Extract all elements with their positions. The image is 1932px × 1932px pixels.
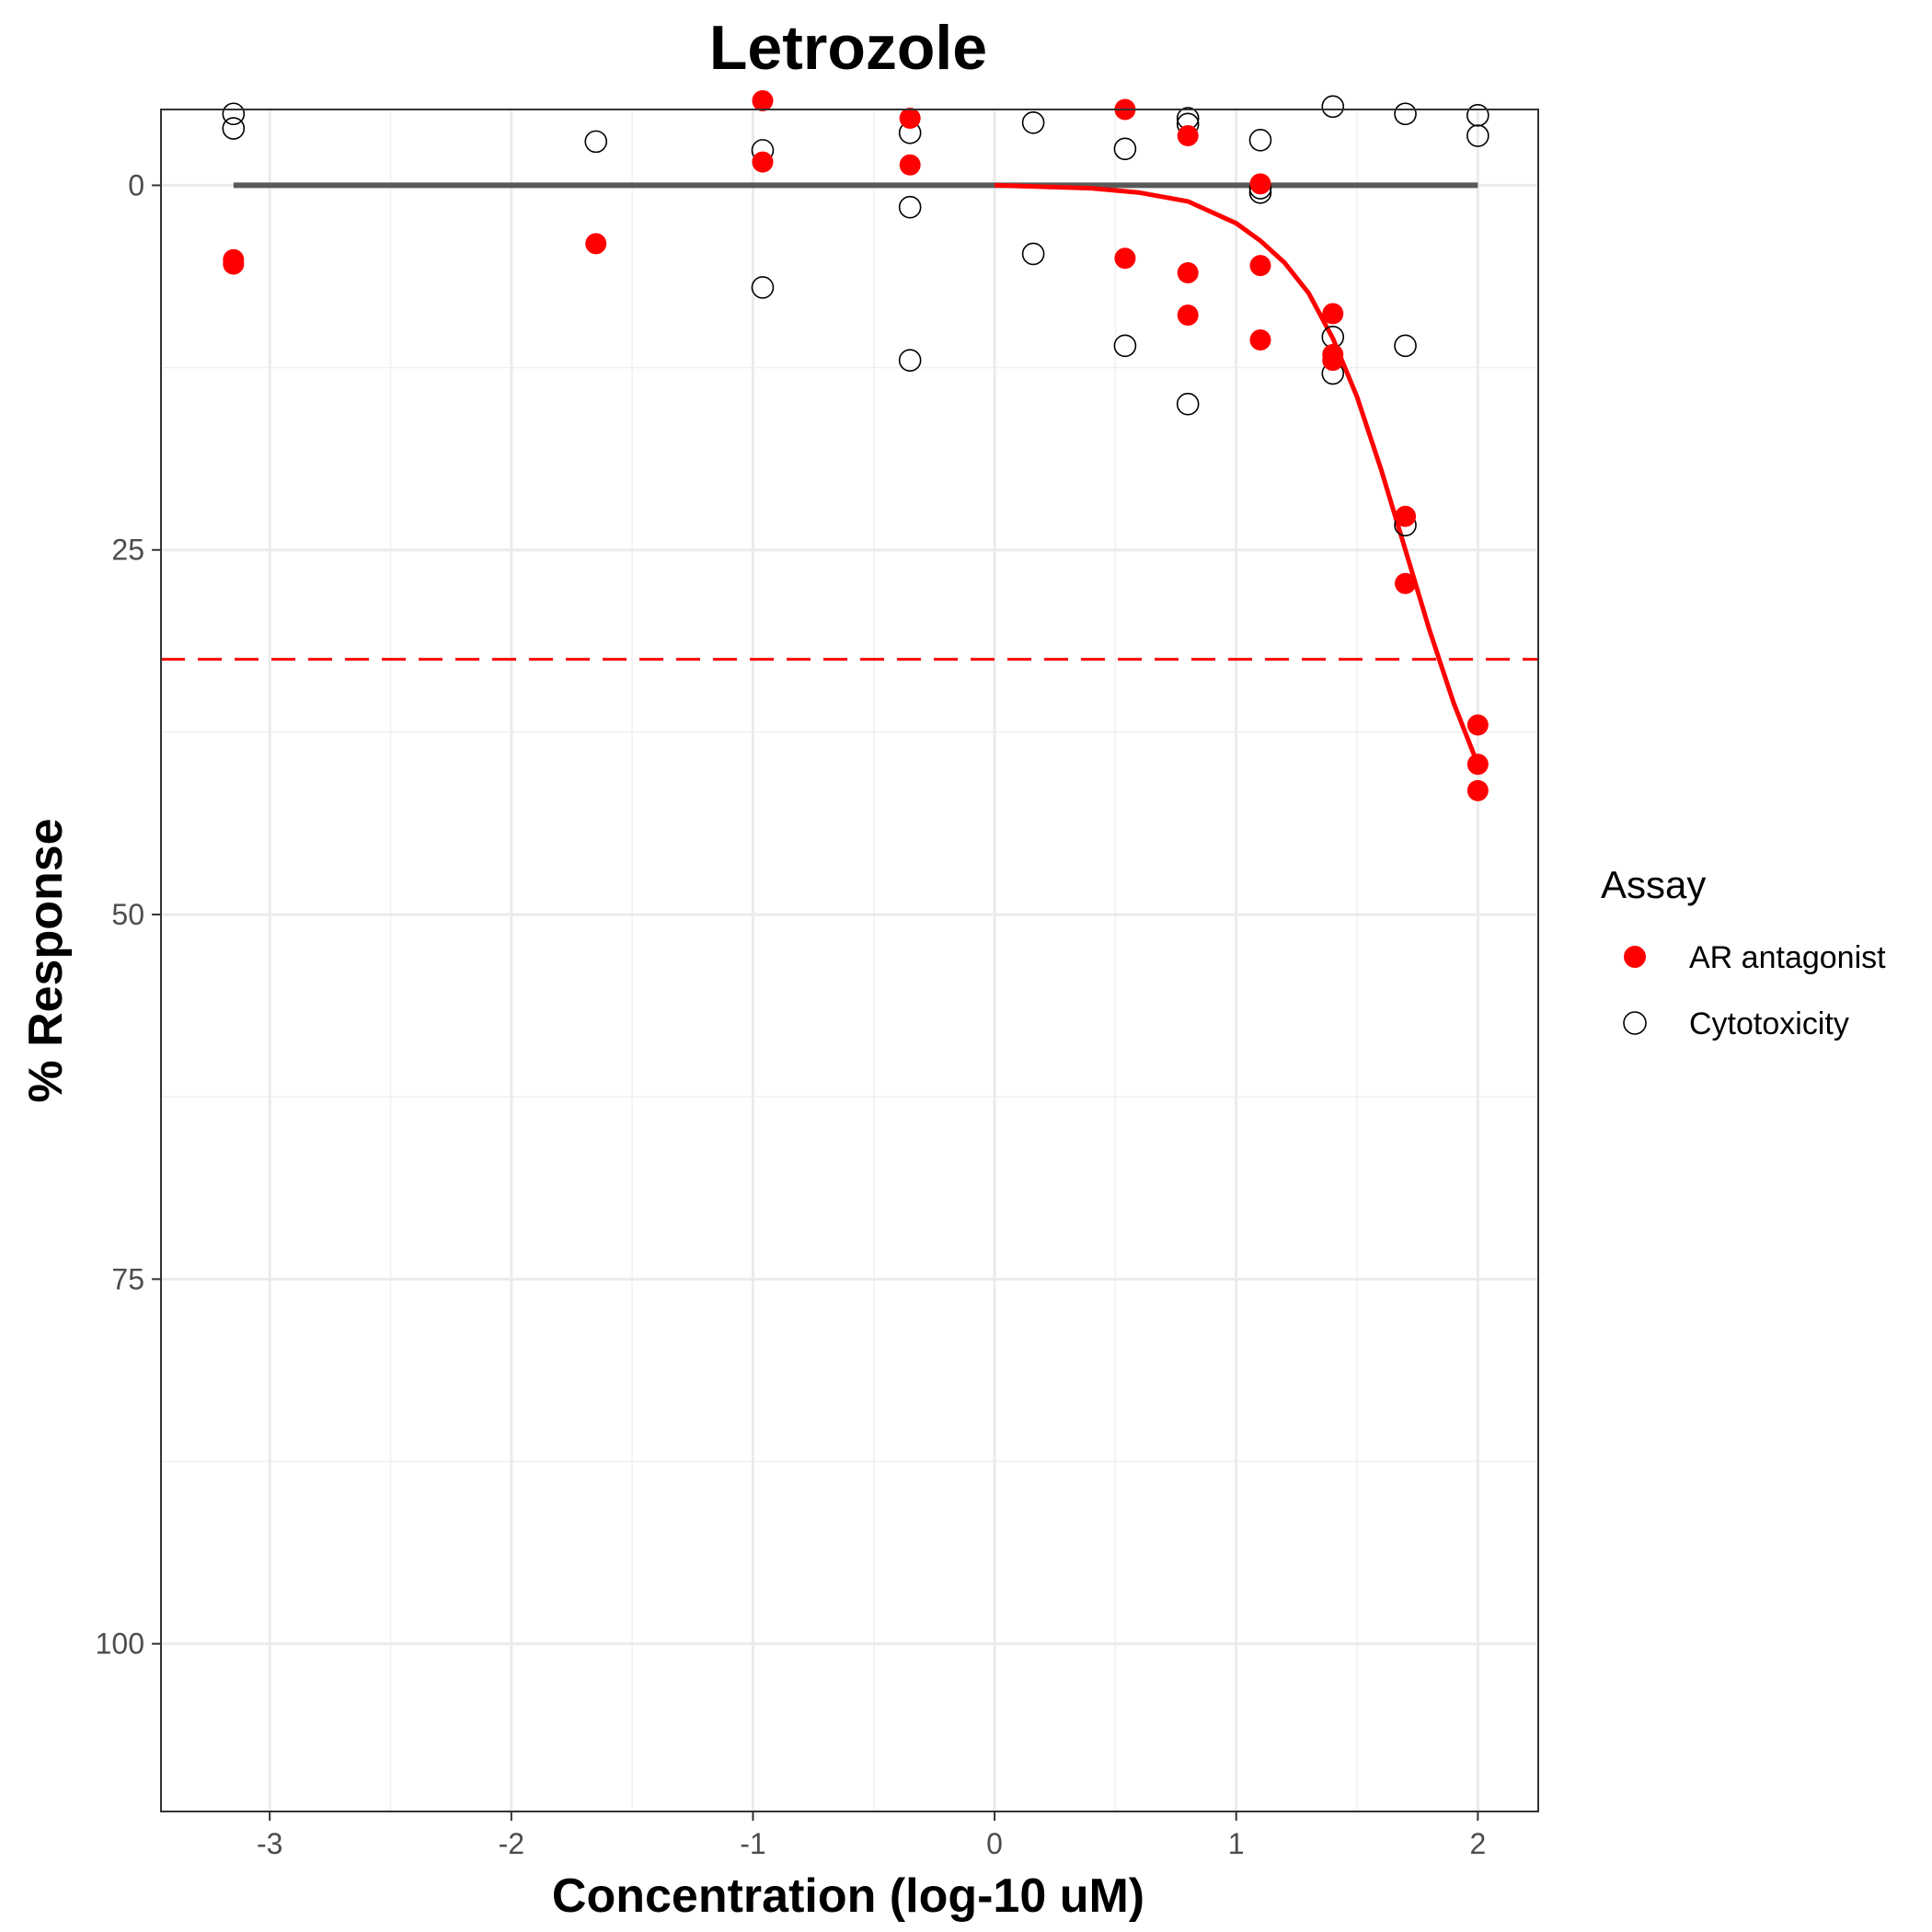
cytotoxicity-point [1394, 102, 1417, 126]
data-points [222, 89, 1489, 801]
chart-title: Letrozole [709, 13, 987, 83]
fit-curve-group [995, 182, 1480, 765]
ar-antagonist-point [1322, 303, 1344, 325]
ar-antagonist-point [1177, 125, 1199, 147]
y-tick-label: 25 [111, 534, 144, 567]
ar-antagonist-point [1177, 305, 1199, 327]
legend: Assay AR antagonist Cytotoxicity [1601, 863, 1886, 1041]
ar-antagonist-point [1177, 262, 1199, 284]
y-tick-label: 0 [128, 168, 144, 201]
cytotoxicity-point [1466, 124, 1489, 147]
legend-cytotoxicity-marker [1623, 1011, 1647, 1035]
cytotoxicity-point [1466, 104, 1489, 127]
legend-cytotoxicity-label: Cytotoxicity [1689, 1006, 1849, 1041]
cytotoxicity-point [584, 130, 608, 154]
ar-antagonist-point [1395, 505, 1417, 527]
x-tick-label: 2 [1469, 1827, 1486, 1860]
ar-antagonist-point [752, 89, 774, 111]
y-tick-label: 50 [111, 898, 144, 931]
cytotoxicity-point [1394, 334, 1417, 358]
x-axis-ticks: -3 -2 -1 0 1 2 [257, 1811, 1486, 1860]
cytotoxicity-point [1021, 110, 1045, 134]
x-tick-label: -3 [257, 1827, 282, 1860]
ar-antagonist-point [1466, 753, 1489, 776]
y-tick-label: 100 [96, 1627, 144, 1661]
x-axis-title: Concentration (log-10 uM) [552, 1869, 1144, 1923]
cytotoxicity-point [751, 276, 775, 299]
y-tick-label: 75 [111, 1262, 144, 1295]
cytotoxicity-point [1113, 137, 1137, 161]
x-tick-label: -1 [740, 1827, 765, 1860]
cytotoxicity-point [1248, 128, 1272, 152]
cytotoxicity-point [1176, 392, 1200, 416]
ar-antagonist-point [752, 151, 774, 173]
x-tick-label: -2 [499, 1827, 524, 1860]
cytotoxicity-point [1021, 242, 1045, 266]
legend-ar-antagonist-marker [1624, 946, 1646, 968]
ar-antagonist-point [223, 253, 245, 275]
legend-ar-antagonist-label: AR antagonist [1689, 940, 1886, 975]
reference-lines [161, 182, 1538, 661]
cytotoxicity-point [222, 102, 246, 126]
ar-antagonist-point [1466, 714, 1489, 736]
fit-curve [995, 182, 1480, 765]
grid-lines [161, 109, 1538, 1811]
y-axis-ticks: 0 25 50 75 100 [96, 168, 161, 1661]
cytotoxicity-point [1113, 334, 1137, 358]
ar-antagonist-point [1249, 173, 1271, 195]
ar-antagonist-point [899, 154, 921, 176]
cytotoxicity-point [222, 117, 246, 140]
ar-antagonist-point [1114, 247, 1136, 270]
ar-antagonist-point [1466, 779, 1489, 801]
cytotoxicity-point [1321, 95, 1345, 119]
ar-antagonist-point [1395, 572, 1417, 594]
legend-title: Assay [1601, 863, 1706, 906]
cytotoxicity-point [898, 195, 922, 219]
ar-antagonist-point [899, 108, 921, 130]
x-tick-label: 0 [986, 1827, 1003, 1860]
ar-antagonist-point [585, 233, 607, 255]
y-axis-title: % Response [19, 818, 73, 1102]
x-tick-label: 1 [1228, 1827, 1245, 1860]
cytotoxicity-point [898, 349, 922, 372]
ar-antagonist-point [1322, 350, 1344, 372]
ar-antagonist-point [1249, 328, 1271, 351]
ar-antagonist-point [1249, 255, 1271, 277]
plot-panel-border [160, 109, 1539, 1812]
